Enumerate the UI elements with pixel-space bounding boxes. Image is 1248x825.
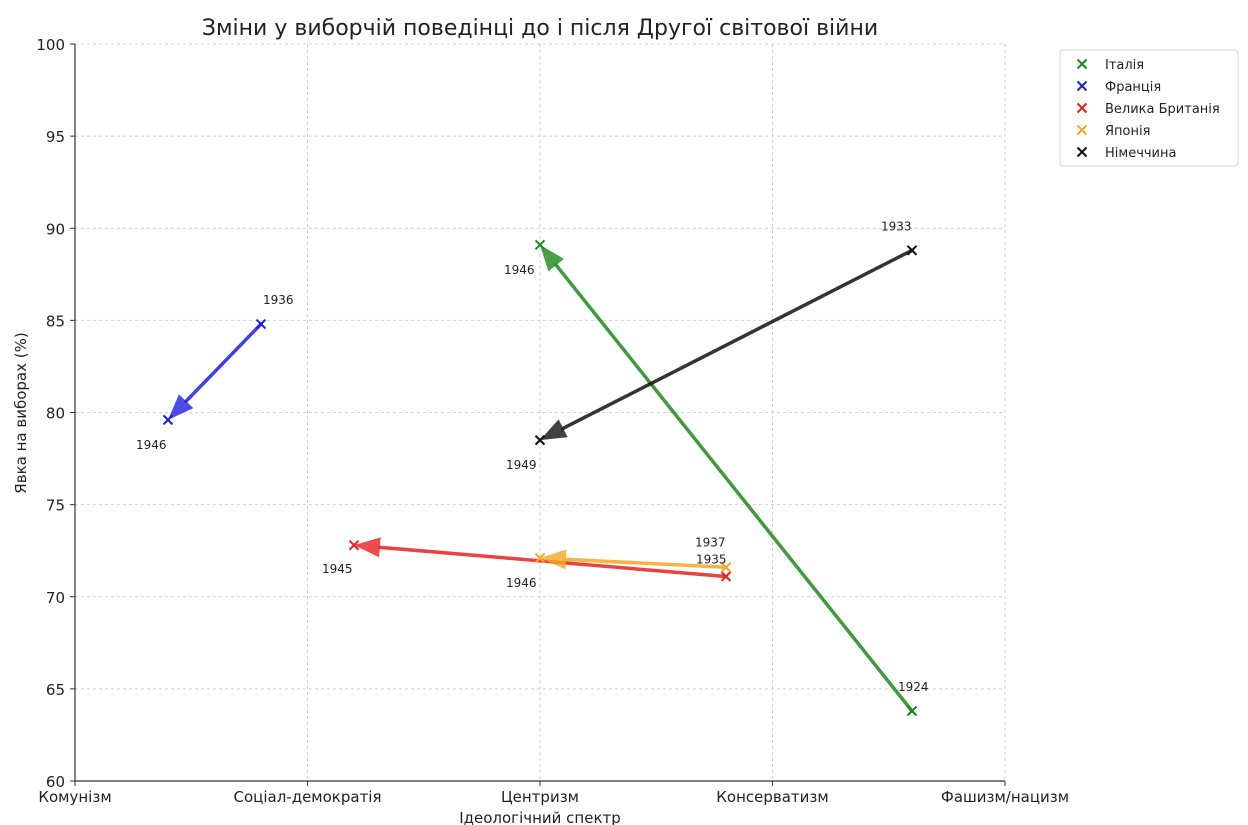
x-tick-label: Консерватизм [716, 788, 828, 806]
point-marker-stroke [1076, 124, 1088, 136]
point-year-label: 1933 [881, 219, 912, 233]
point-marker-stroke [348, 539, 360, 551]
arrow-head [540, 244, 565, 272]
arrow-head [354, 537, 381, 558]
point-marker [255, 318, 267, 330]
point-marker-stroke [1076, 58, 1088, 70]
legend-entry-label: Японія [1105, 124, 1150, 139]
data-points [162, 239, 918, 717]
point-marker [720, 571, 732, 582]
point-marker [1076, 80, 1088, 92]
point-year-label: 1945 [322, 562, 353, 576]
point-marker-stroke [720, 562, 732, 573]
point-marker [1076, 58, 1088, 70]
x-tick-label: Соціал-демократія [233, 788, 381, 806]
point-marker [534, 434, 546, 446]
y-tick-label: 100 [36, 36, 65, 54]
y-tick-label: 85 [46, 312, 65, 330]
point-year-label: 1946 [136, 438, 167, 452]
point-year-label: 1949 [506, 458, 537, 472]
legend-entry-label: Німеччина [1105, 146, 1176, 161]
point-marker [906, 245, 918, 256]
y-tick-label: 80 [46, 405, 65, 423]
legend-entry-label: Франція [1105, 80, 1161, 95]
legend-entry-label: Велика Британія [1105, 102, 1220, 117]
y-tick-label: 60 [46, 773, 65, 791]
point-marker-stroke [906, 705, 918, 717]
point-marker [906, 705, 918, 717]
legend-entry: Японія [1076, 124, 1150, 139]
point-marker [162, 414, 174, 426]
legend-box [1059, 49, 1239, 167]
point-marker-stroke [534, 552, 546, 564]
arrow-head [540, 549, 567, 570]
x-tick-label: Фашизм/нацизм [941, 788, 1069, 806]
point-year-label: 1924 [898, 680, 929, 694]
point-marker-stroke [255, 318, 267, 330]
legend: Італія Франція Велика Британія Японія Німечч… [1059, 49, 1239, 167]
point-year-label: 1946 [504, 263, 535, 277]
point-marker [348, 539, 360, 551]
grid [74, 43, 1006, 782]
x-tick-label: Центризм [501, 788, 579, 806]
y-axis-label: Явка на виборах (%) [12, 332, 30, 493]
arrow-shaft [554, 263, 914, 713]
point-labels: 1924 1946 1936 1946 1935 1945 1937 1946 1933 1949 [136, 219, 929, 694]
point-marker-stroke [1076, 102, 1088, 114]
point-marker [534, 552, 546, 564]
y-tick-label: 65 [46, 681, 65, 699]
legend-entry-label: Італія [1105, 58, 1144, 73]
arrow-shaft [561, 248, 914, 431]
point-marker [534, 239, 546, 251]
legend-entry: Франція [1076, 80, 1161, 95]
legend-entry: Німеччина [1076, 146, 1176, 161]
point-marker-stroke [1076, 80, 1088, 92]
legend-entry: Італія [1076, 58, 1144, 73]
arrow-shaft [184, 322, 263, 403]
y-tick-label: 70 [46, 589, 65, 607]
point-year-label: 1935 [696, 552, 727, 566]
arrow-head [168, 394, 194, 420]
point-year-label: 1946 [506, 576, 537, 590]
point-marker [1076, 146, 1088, 158]
point-marker-stroke [534, 434, 546, 446]
point-marker [720, 562, 732, 573]
point-marker [1076, 124, 1088, 136]
y-tick-label: 90 [46, 220, 65, 238]
point-year-label: 1937 [695, 535, 726, 549]
point-marker-stroke [162, 414, 174, 426]
x-tick-label: Комунізм [38, 788, 111, 806]
legend-entry: Велика Британія [1076, 102, 1220, 117]
arrows [168, 244, 914, 713]
y-tick-label: 75 [46, 497, 65, 515]
point-marker-stroke [1076, 146, 1088, 158]
point-marker-stroke [720, 571, 732, 582]
point-marker [1076, 102, 1088, 114]
arrow-shaft [564, 557, 728, 570]
point-marker-stroke [534, 239, 546, 251]
x-axis-label: Ідеологічний спектр [459, 809, 621, 825]
point-year-label: 1936 [263, 293, 294, 307]
chart-title: Зміни у виборчій поведінці до і після Др… [202, 16, 878, 41]
point-marker-stroke [906, 245, 918, 256]
y-tick-label: 95 [46, 128, 65, 146]
arrow-head [540, 419, 568, 441]
axes: 60 65 70 75 80 85 90 95 100 Комунізм Соціал-демокр… [36, 36, 1069, 806]
